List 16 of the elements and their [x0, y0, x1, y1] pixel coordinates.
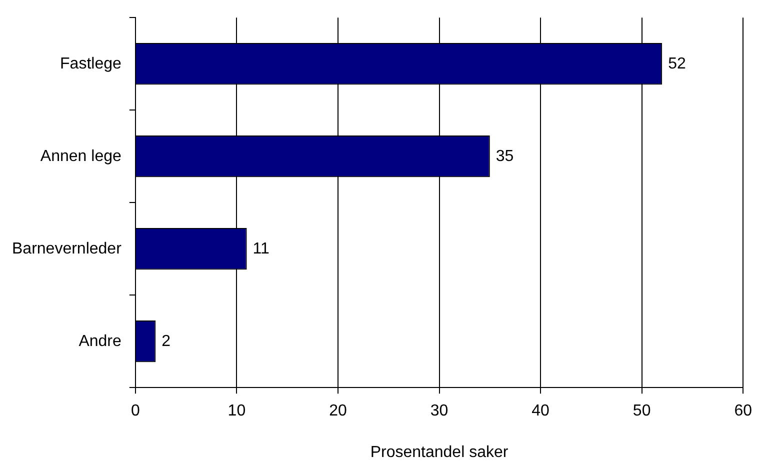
data-label: 2 [162, 332, 171, 350]
data-label: 11 [252, 240, 270, 258]
y-tick-label: Fastlege [60, 55, 122, 72]
x-axis-title: Prosentandel saker [370, 444, 509, 461]
data-label: 35 [496, 148, 514, 165]
y-tick-label: Barnevernleder [12, 240, 122, 258]
data-label: 52 [668, 55, 686, 72]
x-tick-label: 60 [734, 402, 752, 420]
x-tick-label: 30 [430, 402, 448, 420]
x-tick-label: 40 [532, 402, 550, 420]
x-tick-label: 0 [130, 402, 140, 420]
x-tick-label: 50 [632, 402, 651, 420]
y-tick-label: Annen lege [40, 148, 122, 165]
y-tick-label: Andre [78, 332, 122, 350]
x-tick-label: 20 [329, 402, 347, 420]
x-tick-label: 10 [228, 402, 246, 420]
